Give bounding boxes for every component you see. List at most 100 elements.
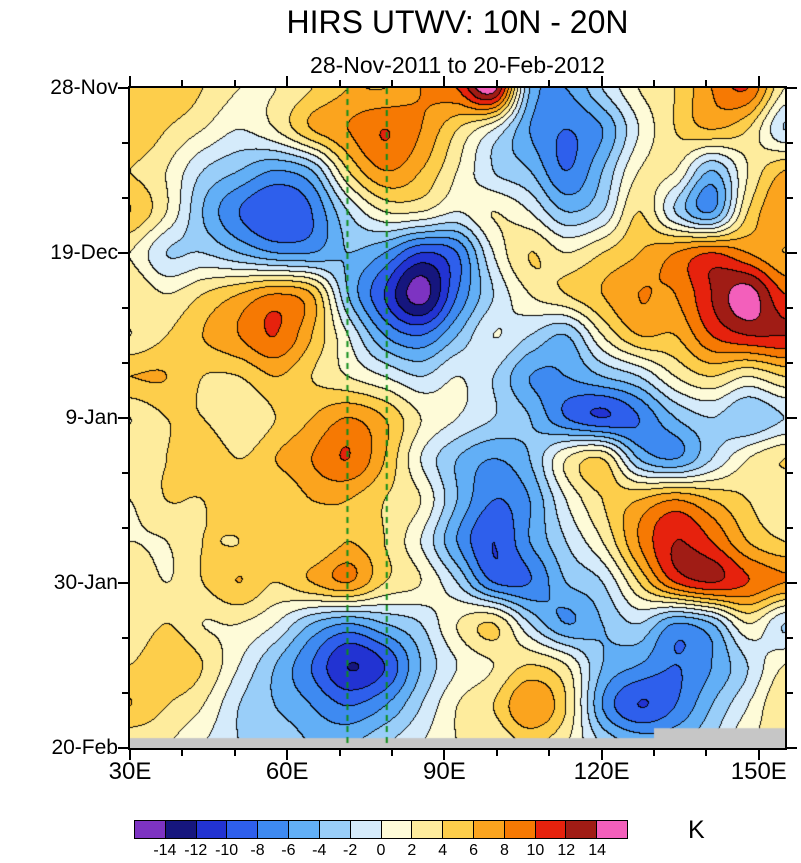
colorbar-tick-label: 10 [526,842,545,859]
y-tick-left [122,692,128,695]
x-tick-top [233,80,236,86]
chart-title: HIRS UTWV: 10N - 20N [286,4,629,40]
colorbar-segment [380,820,413,839]
y-tick-right [787,362,793,365]
x-tick-bottom [495,750,498,756]
colorbar-segment [534,820,567,839]
y-tick-left [118,747,128,749]
x-tick-top [443,76,446,86]
y-tick-left [122,306,128,309]
y-tick-label: 9-Jan [65,406,118,429]
x-tick-bottom [548,750,551,756]
y-tick-left [118,582,128,584]
colorbar-tick-label: -12 [184,842,208,859]
colorbar-tick-label: 2 [407,842,417,859]
x-tick-bottom [286,750,289,760]
x-tick-label: 150E [730,758,787,785]
colorbar-tick-label: -4 [312,842,327,859]
y-tick-left [122,636,128,639]
y-tick-right [787,636,793,639]
x-tick-label: 60E [265,758,309,785]
x-tick-bottom [757,750,760,760]
y-tick-right [787,692,793,695]
y-tick-left [122,471,128,474]
x-tick-label: 30E [108,758,152,785]
y-tick-right [787,417,797,419]
contour-field-canvas [130,88,785,748]
colorbar-tick-label: 4 [438,842,448,859]
y-tick-right [787,527,793,530]
colorbar-segment [318,820,351,839]
x-tick-top [495,80,498,86]
y-tick-right [787,252,797,254]
colorbar-tick-label: -2 [343,842,358,859]
colorbar-segment [565,820,598,839]
x-tick-bottom [233,750,236,756]
colorbar-tick-label: 14 [588,842,607,859]
y-tick-left [122,527,128,530]
x-tick-top [600,76,603,86]
x-tick-top [391,80,393,86]
y-tick-right [787,582,797,584]
y-tick-right [787,471,793,474]
y-tick-label: 19-Dec [50,241,118,264]
y-tick-left [118,417,128,419]
colorbar-segment [226,820,259,839]
colorbar-segment [195,820,228,839]
x-tick-bottom [653,750,655,756]
colorbar-segment [288,820,320,839]
colorbar-segment [257,820,290,839]
x-tick-bottom [391,750,393,756]
x-tick-top [757,76,760,86]
colorbar [134,820,628,839]
y-tick-right [787,87,797,89]
colorbar-segment [411,820,444,839]
colorbar-unit-label: K [688,816,705,844]
colorbar-tick-label: -14 [153,842,177,859]
colorbar-tick-label: 12 [557,842,576,859]
colorbar-tick-label: 0 [376,842,386,859]
y-tick-left [118,87,128,89]
x-tick-top [705,80,708,86]
y-tick-label: 20-Feb [51,736,118,759]
colorbar-tick-label: 6 [469,842,479,859]
x-tick-top [129,76,131,86]
colorbar-segment [596,820,628,839]
colorbar-tick-label: -6 [281,842,296,859]
colorbar-segment [134,820,166,839]
y-tick-right [787,306,793,309]
y-tick-left [118,252,128,254]
x-tick-bottom [600,750,603,760]
x-tick-bottom [443,750,446,760]
y-tick-left [122,362,128,365]
x-tick-top [286,76,289,86]
x-tick-bottom [705,750,708,756]
y-tick-label: 30-Jan [53,571,118,594]
chart-subtitle: 28-Nov-2011 to 20-Feb-2012 [310,52,605,78]
colorbar-tick-label: -10 [215,842,239,859]
y-tick-label: 28-Nov [50,76,118,99]
x-tick-bottom [338,750,341,756]
colorbar-segment [472,820,505,839]
x-tick-top [181,80,184,86]
colorbar-segment [503,820,536,839]
plot-area [128,86,787,750]
y-tick-left [122,141,128,144]
colorbar-tick-label: -8 [250,842,265,859]
x-tick-label: 120E [573,758,630,785]
y-tick-right [787,197,793,200]
x-tick-top [653,80,655,86]
x-tick-bottom [181,750,184,756]
colorbar-segment [442,820,474,839]
x-tick-top [548,80,551,86]
x-tick-label: 90E [423,758,466,785]
colorbar-segment [164,820,197,839]
colorbar-tick-label: 8 [500,842,509,859]
colorbar-segment [349,820,382,839]
y-tick-left [122,197,128,200]
y-tick-right [787,141,793,144]
x-tick-top [338,80,341,86]
y-tick-right [787,747,797,749]
x-tick-bottom [129,750,131,760]
